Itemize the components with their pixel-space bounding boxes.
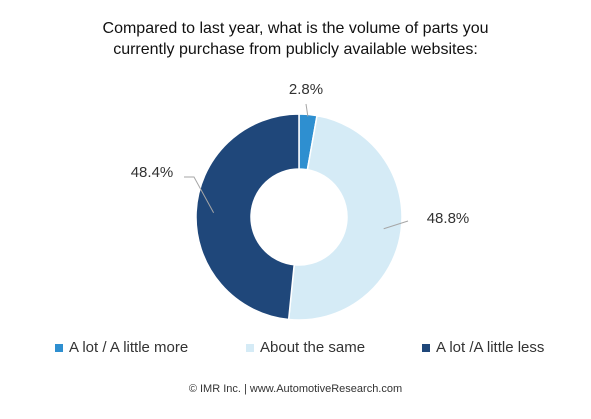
legend-item-same: About the same [246,339,365,356]
legend-label-less: A lot /A little less [436,339,545,356]
legend-swatch-more [55,343,63,352]
legend-swatch-less [422,343,430,352]
data-label-0: 2.8% [289,81,323,98]
legend-item-less: A lot /A little less [422,339,544,356]
legend-item-more: A lot / A little more [55,339,188,356]
legend-label-same: About the same [260,339,366,356]
leader-line-1 [383,220,409,230]
footer-credit: © IMR Inc. | www.AutomotiveResearch.com [188,383,403,395]
leader-line-2 [184,176,215,213]
chart-legend: A lot / A little more About the same A l… [0,339,591,365]
chart-title: Compared to last year, what is the volum… [102,20,489,58]
donut-slice-1 [287,114,403,321]
donut-slice-2 [195,113,300,321]
leader-line-0 [305,103,309,117]
data-label-2: 48.4% [131,164,174,181]
legend-label-more: A lot / A little more [69,339,189,356]
legend-swatch-same [246,343,254,352]
data-label-1: 48.8% [427,210,470,227]
